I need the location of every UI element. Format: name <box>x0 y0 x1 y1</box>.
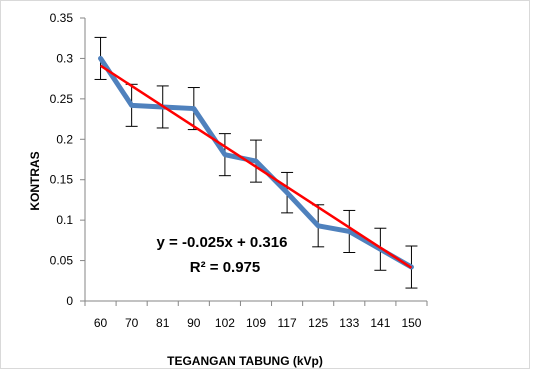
x-tick-label: 133 <box>339 316 359 330</box>
y-tick-label: 0.05 <box>50 254 74 268</box>
y-tick-label: 0.2 <box>56 132 73 146</box>
x-axis-title: TEGANGAN TABUNG (kVp) <box>167 354 323 368</box>
x-tick-label: 150 <box>401 316 421 330</box>
x-tick-labels: 60 70 81 90 102 109 117 125 133 141 150 <box>94 316 422 330</box>
series-layer <box>98 55 414 270</box>
y-tick-label: 0.25 <box>50 92 74 106</box>
x-tick-label: 109 <box>246 316 266 330</box>
trendline-r2: R² = 0.975 <box>190 259 260 276</box>
y-tick-label: 0.35 <box>50 11 74 25</box>
x-tick-label: 81 <box>156 316 170 330</box>
y-axis-title: KONTRAS <box>28 151 42 210</box>
trendline-equation: y = -0.025x + 0.316 <box>157 234 288 251</box>
x-tick-label: 141 <box>370 316 390 330</box>
x-tick-label: 102 <box>215 316 235 330</box>
x-tick-label: 90 <box>187 316 201 330</box>
y-tick-label: 0.3 <box>56 51 73 65</box>
trendline-layer <box>99 64 413 269</box>
x-tick-label: 60 <box>94 316 108 330</box>
y-tick-labels: 0 0.05 0.1 0.15 0.2 0.25 0.3 0.35 <box>50 11 74 308</box>
x-tick-label: 70 <box>125 316 139 330</box>
trendline <box>99 64 413 269</box>
y-tick-label: 0.1 <box>56 213 73 227</box>
x-tick-label: 125 <box>308 316 328 330</box>
x-tick-label: 117 <box>278 316 297 330</box>
y-tick-label: 0 <box>66 294 73 308</box>
y-tick-label: 0.15 <box>50 173 74 187</box>
axes <box>80 17 428 306</box>
